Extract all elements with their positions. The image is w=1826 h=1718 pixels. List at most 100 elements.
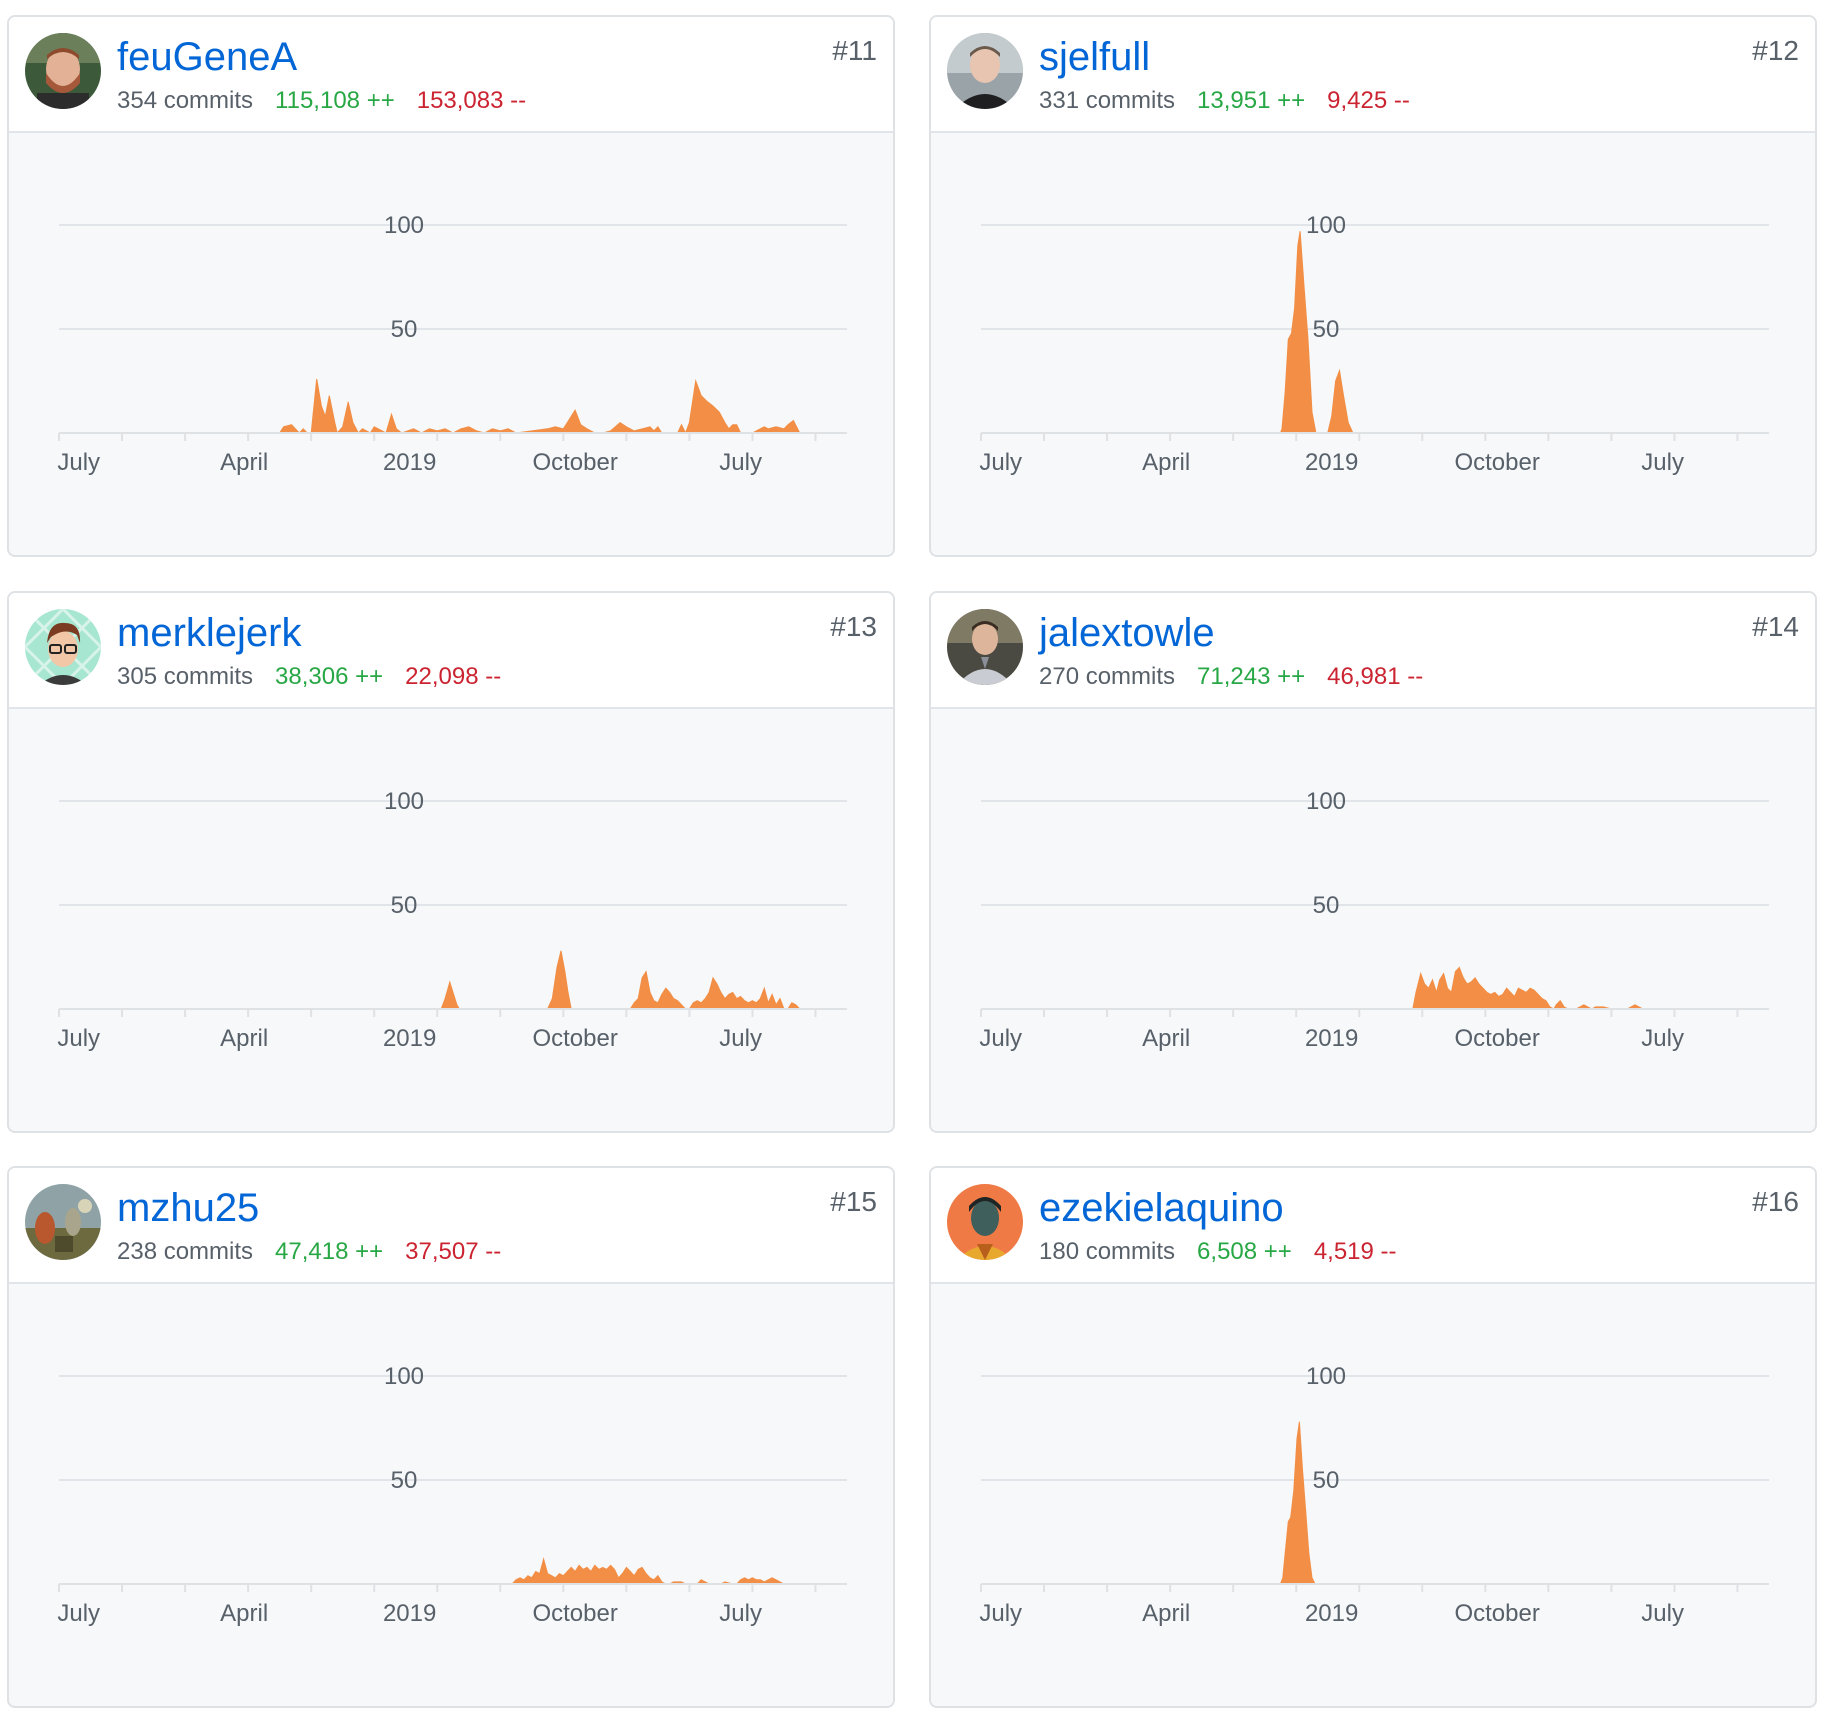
x-tick-label: 2019 bbox=[383, 1600, 436, 1627]
x-tick-label: 2019 bbox=[1305, 1025, 1358, 1052]
rank-label: #14 bbox=[1752, 611, 1799, 642]
card-header: ezekielaquino 180 commits 6,508 ++ 4,519 -… bbox=[931, 1168, 1815, 1284]
avatar-image bbox=[947, 1184, 1023, 1260]
contributor-avatar[interactable] bbox=[25, 609, 101, 685]
commit-count[interactable]: 270 commits bbox=[1039, 663, 1176, 690]
x-tick-label: October bbox=[532, 1600, 617, 1627]
x-tick-label: 2019 bbox=[1305, 449, 1358, 476]
y-tick-label: 50 bbox=[1313, 892, 1340, 919]
avatar-image bbox=[25, 1184, 101, 1260]
contributor-card-16: ezekielaquino 180 commits 6,508 ++ 4,519 -… bbox=[929, 1166, 1817, 1708]
contributor-login[interactable]: jalextowle bbox=[1039, 611, 1215, 655]
card-header: mzhu25 238 commits 47,418 ++ 37,507 -- #15 bbox=[9, 1168, 893, 1284]
deletions-count: 9,425 -- bbox=[1327, 87, 1410, 114]
x-tick-label: July bbox=[1641, 1025, 1684, 1052]
y-tick-label: 100 bbox=[1306, 1363, 1346, 1390]
additions-count: 47,418 ++ bbox=[275, 1238, 384, 1265]
y-tick-label: 50 bbox=[391, 1467, 418, 1494]
avatar-image bbox=[25, 609, 101, 685]
x-tick-label: July bbox=[1641, 449, 1684, 476]
contributor-login[interactable]: ezekielaquino bbox=[1039, 1186, 1284, 1230]
x-tick-label: October bbox=[1454, 1600, 1539, 1627]
commit-count[interactable]: 238 commits bbox=[117, 1238, 254, 1265]
y-tick-label: 100 bbox=[1306, 788, 1346, 815]
contributor-avatar[interactable] bbox=[25, 1184, 101, 1260]
rank-label: #11 bbox=[832, 35, 877, 66]
additions-count: 71,243 ++ bbox=[1197, 663, 1306, 690]
card-header: feuGeneA 354 commits 115,108 ++ 153,083 --… bbox=[9, 17, 893, 133]
x-tick-label: July bbox=[1641, 1600, 1684, 1627]
avatar-image bbox=[25, 33, 101, 109]
rank-label: #15 bbox=[830, 1186, 877, 1217]
contributor-login[interactable]: mzhu25 bbox=[117, 1186, 260, 1230]
x-tick-label: July bbox=[979, 449, 1022, 476]
contributor-stats: 354 commits 115,108 ++ 153,083 -- bbox=[117, 87, 526, 116]
x-tick-label: 2019 bbox=[383, 1025, 436, 1052]
x-tick-label: July bbox=[57, 449, 100, 476]
rank-label: #13 bbox=[830, 611, 877, 642]
additions-count: 115,108 ++ bbox=[275, 87, 395, 114]
x-tick-label: October bbox=[1454, 449, 1539, 476]
contributor-login[interactable]: merklejerk bbox=[117, 611, 302, 655]
additions-count: 13,951 ++ bbox=[1197, 87, 1306, 114]
x-tick-label: July bbox=[979, 1025, 1022, 1052]
y-tick-label: 50 bbox=[391, 892, 418, 919]
deletions-count: 4,519 -- bbox=[1313, 1238, 1397, 1265]
commit-activity-chart: 50 100 July April 2019 October July bbox=[979, 212, 1769, 476]
rank-label: #16 bbox=[1752, 1186, 1799, 1217]
x-tick-label: April bbox=[1142, 1025, 1190, 1052]
contributor-card-15: mzhu25 238 commits 47,418 ++ 37,507 -- #15… bbox=[7, 1166, 895, 1708]
deletions-count: 46,981 -- bbox=[1327, 663, 1424, 690]
contributor-stats: 180 commits 6,508 ++ 4,519 -- bbox=[1039, 1238, 1397, 1267]
contributor-avatar[interactable] bbox=[947, 609, 1023, 685]
deletions-count: 22,098 -- bbox=[405, 663, 502, 690]
contributor-card-11: feuGeneA 354 commits 115,108 ++ 153,083 --… bbox=[7, 15, 895, 557]
rank-label: #12 bbox=[1752, 35, 1799, 66]
contributor-avatar[interactable] bbox=[947, 33, 1023, 109]
commit-count[interactable]: 354 commits bbox=[117, 87, 254, 114]
x-tick-label: 2019 bbox=[383, 449, 436, 476]
x-tick-label: April bbox=[1142, 449, 1190, 476]
commit-area-series bbox=[59, 1557, 847, 1585]
x-tick-label: April bbox=[220, 1025, 268, 1052]
contributor-stats: 331 commits 13,951 ++ 9,425 -- bbox=[1039, 87, 1410, 116]
y-tick-label: 100 bbox=[1306, 212, 1346, 239]
x-tick-label: October bbox=[532, 449, 617, 476]
contributor-stats: 305 commits 38,306 ++ 22,098 -- bbox=[117, 663, 501, 692]
commit-activity-chart: 50 100 July April 2019 October July bbox=[57, 212, 847, 476]
x-tick-label: April bbox=[220, 449, 268, 476]
additions-count: 38,306 ++ bbox=[275, 663, 384, 690]
commit-activity-chart: 50 100 July April 2019 October July bbox=[979, 1363, 1769, 1627]
contributor-card-13: merklejerk 305 commits 38,306 ++ 22,098 --… bbox=[7, 591, 895, 1133]
x-tick-label: July bbox=[57, 1600, 100, 1627]
contributor-avatar[interactable] bbox=[947, 1184, 1023, 1260]
y-tick-label: 50 bbox=[391, 316, 418, 343]
contributor-card-12: sjelfull 331 commits 13,951 ++ 9,425 -- #1… bbox=[929, 15, 1817, 557]
x-tick-label: October bbox=[1454, 1025, 1539, 1052]
commit-area-series bbox=[59, 378, 847, 435]
deletions-count: 37,507 -- bbox=[405, 1238, 502, 1265]
commit-area-series bbox=[59, 950, 847, 1010]
x-tick-label: July bbox=[719, 449, 762, 476]
commit-count[interactable]: 180 commits bbox=[1039, 1238, 1176, 1265]
y-tick-label: 100 bbox=[384, 212, 424, 239]
commit-area-series bbox=[981, 231, 1769, 434]
contributor-login[interactable]: sjelfull bbox=[1039, 35, 1151, 79]
x-tick-label: July bbox=[719, 1025, 762, 1052]
avatar-image bbox=[947, 33, 1023, 109]
x-tick-label: October bbox=[532, 1025, 617, 1052]
contributor-avatar[interactable] bbox=[25, 33, 101, 109]
y-tick-label: 50 bbox=[1313, 316, 1340, 343]
contributor-login[interactable]: feuGeneA bbox=[117, 35, 298, 79]
commit-activity-chart: 50 100 July April 2019 October July bbox=[57, 1363, 847, 1627]
y-tick-label: 100 bbox=[384, 788, 424, 815]
card-header: sjelfull 331 commits 13,951 ++ 9,425 -- #1… bbox=[931, 17, 1815, 133]
commit-count[interactable]: 331 commits bbox=[1039, 87, 1176, 114]
commit-count[interactable]: 305 commits bbox=[117, 663, 254, 690]
additions-count: 6,508 ++ bbox=[1197, 1238, 1292, 1265]
commit-activity-chart: 50 100 July April 2019 October July bbox=[57, 788, 847, 1052]
contributor-card-14: jalextowle 270 commits 71,243 ++ 46,981 --… bbox=[929, 591, 1817, 1133]
contributor-stats: 238 commits 47,418 ++ 37,507 -- bbox=[117, 1238, 501, 1267]
x-tick-label: July bbox=[57, 1025, 100, 1052]
